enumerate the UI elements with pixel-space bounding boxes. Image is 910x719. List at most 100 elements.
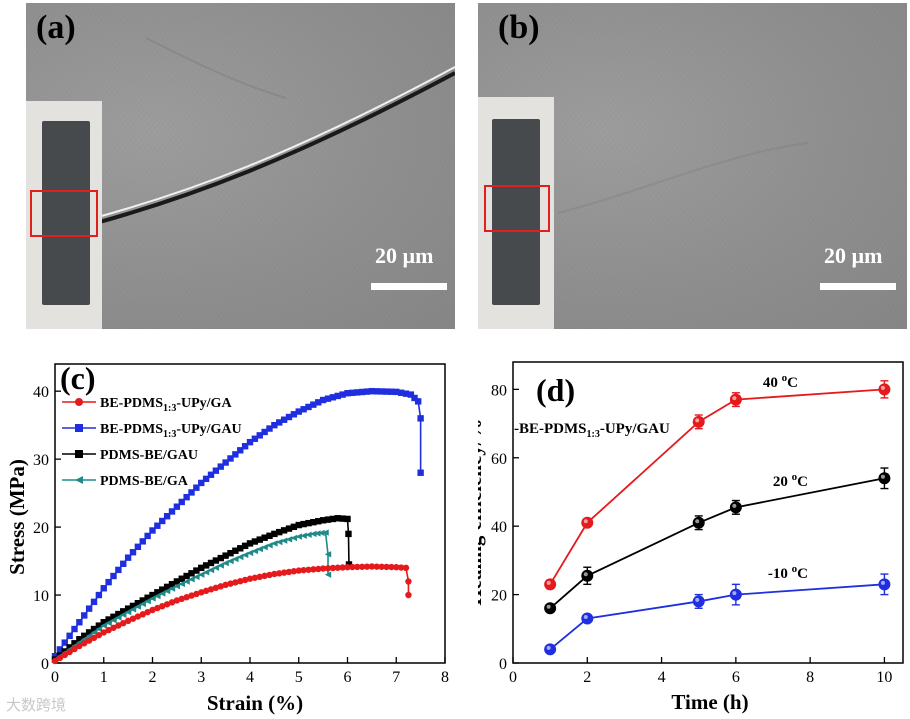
data-point [56,646,64,653]
highlight-box [30,190,98,237]
data-point [212,584,220,592]
data-point [319,565,327,572]
data-point [411,394,418,402]
x-tick-label: 0 [509,669,517,686]
data-point [276,528,283,536]
legend-label: BE-PDMS1:3-UPy/GAU [100,422,242,440]
data-point [251,538,259,545]
y-axis-label: Healing efficiency/% [478,418,486,605]
y-tick-label: 30 [33,452,49,469]
data-point [110,616,117,624]
data-point [414,398,422,405]
x-tick-label: 6 [344,669,352,686]
data-point [149,591,156,599]
data-point [271,421,278,429]
legend-subscript: 1:3 [163,429,176,440]
data-point [290,411,298,418]
data-point-highlight [546,580,551,585]
data-point [95,631,103,639]
data-point [256,573,263,581]
data-point [85,632,93,640]
data-point [305,566,312,573]
y-tick-label: 40 [33,384,49,401]
data-point [154,522,161,529]
data-point [139,600,146,608]
sample-strip [492,119,540,305]
data-point [134,613,142,620]
data-point [134,543,142,550]
data-point [280,416,288,423]
data-point [129,549,137,556]
data-point [198,571,205,578]
data-point [183,578,190,585]
data-point [241,542,249,550]
x-tick-label: 7 [392,669,400,686]
data-point [300,532,307,539]
data-point [183,594,190,601]
panel-label-a: (a) [36,9,76,46]
data-point [227,455,234,462]
sample-strip [42,121,90,305]
data-point [305,519,312,527]
data-point [115,566,122,574]
data-point [388,388,395,395]
watermark-text: 大数跨境 [6,696,67,714]
data-point [344,563,351,571]
degree-symbol: o [792,471,798,483]
y-tick-label: 20 [33,520,49,537]
data-point [85,605,93,612]
data-point [324,516,332,523]
data-point [241,551,249,559]
data-point [310,530,317,538]
data-point [154,592,161,600]
data-point [61,651,68,659]
data-point [256,432,263,439]
data-point [154,589,161,596]
data-point [295,521,302,529]
data-point [285,536,293,543]
scale-bar [820,283,896,290]
data-point [115,622,122,629]
data-point [90,625,98,633]
data-point [729,393,742,406]
data-point [173,503,181,510]
data-point [178,575,185,582]
data-point [124,617,132,625]
data-point [280,569,288,576]
data-point [217,562,224,569]
data-point [241,443,249,450]
x-axis-label: Strain (%) [207,691,303,715]
data-point-highlight [695,597,700,602]
series-label-value: 20 [773,474,792,490]
data-point [417,469,424,476]
data-point [227,557,234,565]
data-point [163,587,171,595]
data-point [149,606,156,614]
data-point [397,389,405,396]
data-point [300,520,307,528]
data-point [100,622,107,629]
data-point [178,595,185,603]
y-tick-label: 0 [499,656,507,673]
data-point [105,619,112,627]
data-point [115,610,122,618]
data-point [124,554,132,561]
data-point [393,388,400,396]
data-point [363,388,371,395]
data-point-highlight [880,474,885,479]
series-label-unit: C [787,375,798,391]
data-point [183,572,190,580]
data-point [256,545,263,553]
data-point [581,569,594,582]
data-point [407,391,415,398]
data-point [261,534,268,541]
crack-line [95,37,455,225]
data-point [207,471,215,478]
data-point [295,533,302,540]
data-point [173,597,181,604]
data-point [266,542,273,549]
data-point [66,644,73,651]
data-point [76,636,83,643]
y-tick-label: 40 [491,519,507,536]
data-point [319,396,327,404]
